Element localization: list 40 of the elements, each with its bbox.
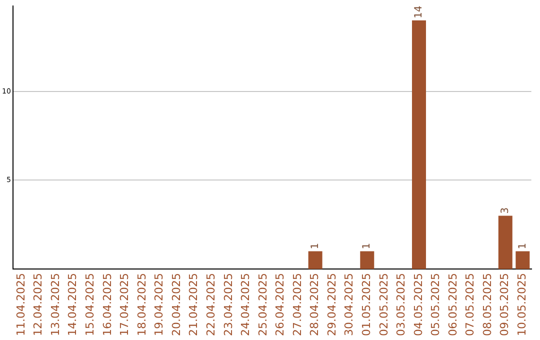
x-tick-label: 21.04.2025: [187, 273, 200, 336]
data-label: 1: [362, 242, 373, 250]
x-tick-label: 11.04.2025: [14, 273, 28, 336]
x-tick-label: 07.05.2025: [464, 273, 477, 336]
x-tick-label: 30.04.2025: [342, 273, 356, 336]
data-label: 1: [517, 242, 528, 250]
x-tick-label: 04.05.2025: [412, 273, 425, 336]
x-tick-label: 03.05.2025: [394, 273, 408, 336]
x-tick-label: 09.05.2025: [498, 273, 512, 336]
x-tick-label: 05.05.2025: [429, 273, 442, 336]
x-tick-label: 06.05.2025: [446, 273, 460, 336]
x-tick-label: 14.04.2025: [66, 273, 80, 336]
x-tick-label: 26.04.2025: [274, 273, 287, 336]
x-tick-label: 23.04.2025: [222, 273, 235, 336]
x-tick-label: 01.05.2025: [360, 273, 374, 336]
x-tick-label: 12.04.2025: [32, 273, 45, 336]
x-tick-label: 10.05.2025: [516, 273, 529, 336]
bar: [308, 251, 322, 270]
x-tick-label: 27.04.2025: [290, 273, 304, 336]
x-tick-label: 08.05.2025: [480, 273, 494, 336]
bar: [498, 216, 512, 270]
x-tick-label: 16.04.2025: [100, 273, 114, 336]
x-tick-label: 22.04.2025: [204, 273, 218, 336]
data-label: 3: [500, 207, 511, 214]
bar: [412, 20, 426, 270]
x-tick-label: 17.04.2025: [118, 273, 132, 336]
bar: [516, 251, 530, 270]
x-tick-label: 18.04.2025: [135, 273, 148, 336]
x-tick-label: 02.05.2025: [377, 273, 390, 336]
x-tick-label: 29.04.2025: [325, 273, 338, 336]
data-label: 14: [414, 6, 425, 18]
x-tick-label: 20.04.2025: [170, 273, 183, 336]
x-tick-label: 28.04.2025: [308, 273, 322, 336]
x-tick-label: 24.04.2025: [239, 273, 252, 336]
x-tick-label: 13.04.2025: [48, 273, 62, 336]
x-tick-label: 15.04.2025: [84, 273, 97, 336]
data-label: 1: [310, 242, 321, 250]
bar: [360, 251, 374, 270]
x-tick-label: 19.04.2025: [152, 273, 166, 336]
x-tick-label: 25.04.2025: [256, 273, 270, 336]
